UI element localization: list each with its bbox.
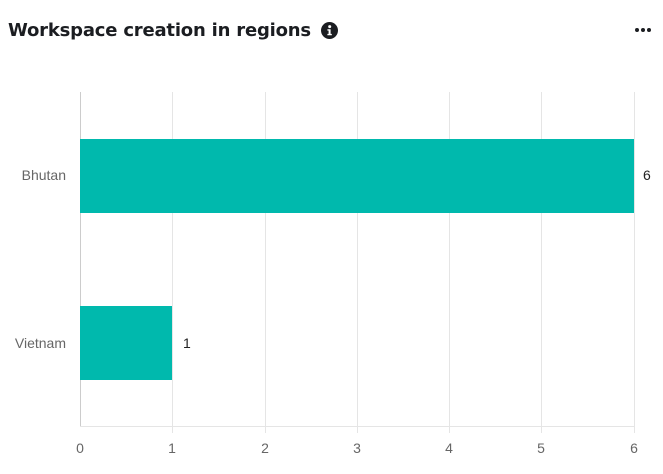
category-label: Vietnam	[14, 335, 66, 351]
more-icon	[635, 28, 639, 32]
x-axis-line	[80, 426, 635, 427]
gridline	[541, 92, 542, 433]
bar-vietnam[interactable]	[80, 306, 172, 380]
more-icon-dot	[641, 28, 645, 32]
x-tick-label: 2	[261, 440, 269, 456]
chart-header: Workspace creation in regions	[8, 14, 338, 46]
chart-title: Workspace creation in regions	[8, 19, 311, 41]
more-options-button[interactable]	[633, 20, 653, 40]
gridline	[449, 92, 450, 433]
x-tick-label: 3	[353, 440, 361, 456]
x-tick-label: 6	[630, 440, 638, 456]
data-label: 1	[183, 335, 191, 351]
x-tick-label: 1	[168, 440, 176, 456]
more-icon-dot	[647, 28, 651, 32]
gridline	[634, 92, 635, 433]
info-icon[interactable]	[320, 21, 338, 39]
gridline	[357, 92, 358, 433]
x-tick-label: 4	[445, 440, 453, 456]
x-tick-label: 5	[537, 440, 545, 456]
data-label: 6	[643, 167, 651, 183]
bar-bhutan[interactable]	[80, 139, 634, 213]
gridline	[172, 92, 173, 433]
x-tick-label: 0	[76, 440, 84, 456]
gridline	[265, 92, 266, 433]
category-label: Bhutan	[21, 167, 66, 183]
y-axis-line	[80, 92, 81, 426]
